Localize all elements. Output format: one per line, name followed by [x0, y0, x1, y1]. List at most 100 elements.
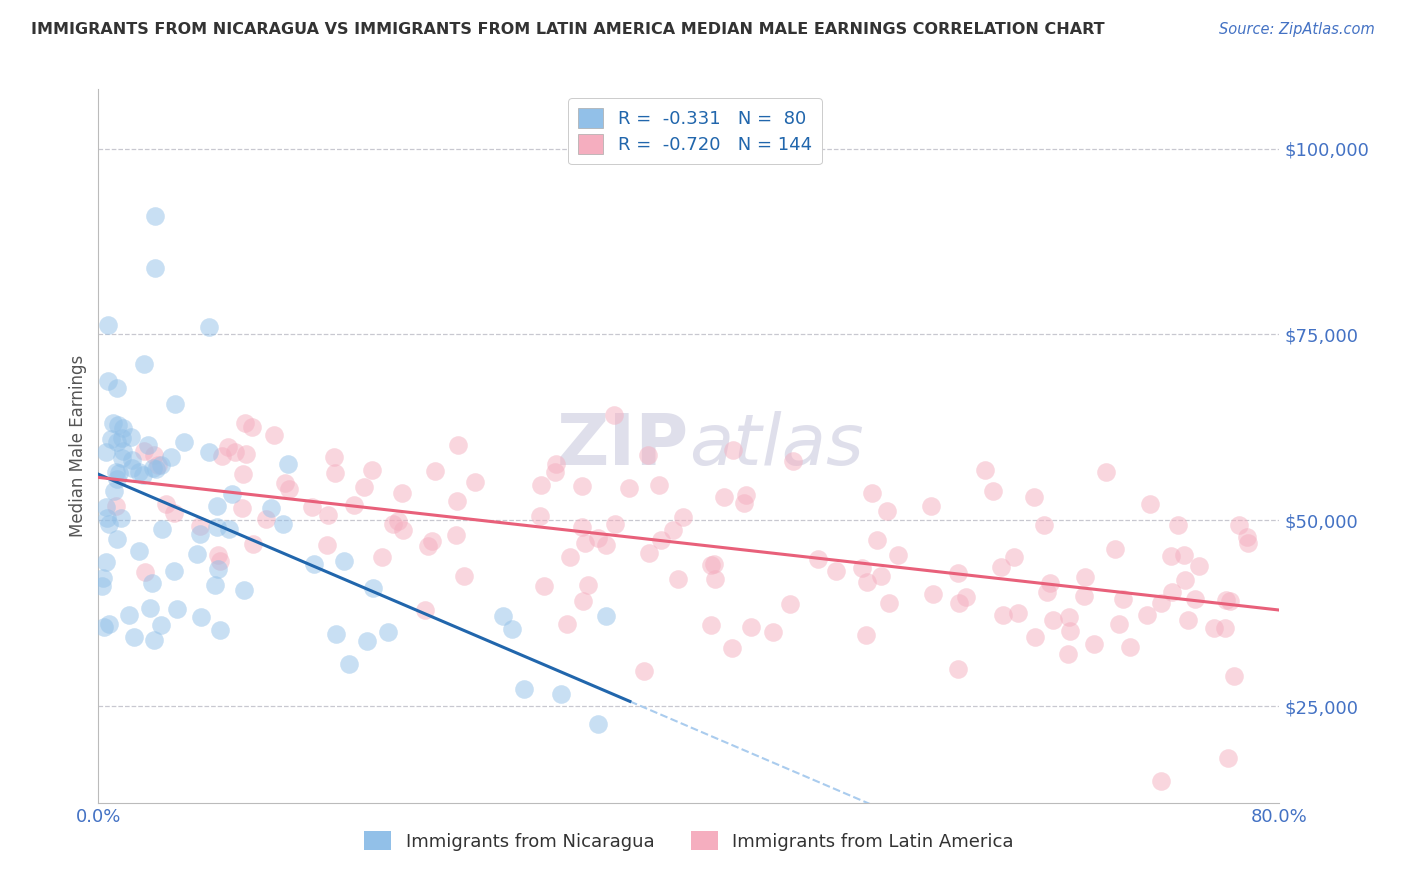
Point	[104, 465, 127, 479]
Point	[242, 537, 264, 551]
Point	[231, 500, 253, 515]
Point	[413, 603, 436, 617]
Point	[1236, 530, 1258, 544]
Point	[163, 564, 186, 578]
Point	[141, 575, 163, 590]
Point	[111, 450, 134, 465]
Point	[150, 522, 173, 536]
Point	[112, 443, 135, 458]
Point	[96, 555, 118, 569]
Point	[922, 587, 945, 601]
Point	[111, 431, 134, 445]
Point	[1059, 624, 1081, 638]
Point	[650, 533, 672, 547]
Point	[492, 609, 515, 624]
Point	[595, 609, 617, 624]
Point	[586, 532, 609, 546]
Point	[94, 500, 117, 514]
Point	[323, 467, 346, 481]
Point	[446, 437, 468, 451]
Point	[120, 429, 142, 443]
Text: Source: ZipAtlas.com: Source: ZipAtlas.com	[1219, 22, 1375, 37]
Point	[101, 416, 124, 430]
Point	[733, 496, 755, 510]
Point	[633, 664, 655, 678]
Point	[233, 582, 256, 597]
Point	[948, 596, 970, 610]
Point	[323, 450, 346, 465]
Point	[97, 374, 120, 388]
Point	[762, 624, 785, 639]
Point	[546, 457, 568, 471]
Text: IMMIGRANTS FROM NICARAGUA VS IMMIGRANTS FROM LATIN AMERICA MEDIAN MALE EARNINGS : IMMIGRANTS FROM NICARAGUA VS IMMIGRANTS …	[31, 22, 1105, 37]
Point	[637, 449, 659, 463]
Point	[661, 523, 683, 537]
Point	[254, 512, 277, 526]
Point	[740, 620, 762, 634]
Point	[356, 634, 378, 648]
Point	[224, 445, 246, 459]
Point	[530, 478, 553, 492]
Point	[205, 520, 228, 534]
Point	[221, 487, 243, 501]
Point	[381, 516, 404, 531]
Point	[232, 467, 254, 481]
Point	[672, 510, 695, 524]
Point	[887, 549, 910, 563]
Point	[1227, 517, 1250, 532]
Point	[1007, 607, 1029, 621]
Point	[1174, 573, 1197, 587]
Point	[198, 445, 221, 459]
Point	[637, 546, 659, 560]
Point	[121, 452, 143, 467]
Point	[779, 597, 801, 611]
Point	[595, 538, 617, 552]
Point	[105, 532, 128, 546]
Point	[704, 572, 727, 586]
Point	[876, 504, 898, 518]
Point	[145, 462, 167, 476]
Point	[666, 573, 689, 587]
Point	[946, 566, 969, 581]
Point	[155, 497, 177, 511]
Point	[851, 561, 873, 575]
Point	[160, 450, 183, 464]
Point	[263, 428, 285, 442]
Point	[235, 447, 257, 461]
Legend: Immigrants from Nicaragua, Immigrants from Latin America: Immigrants from Nicaragua, Immigrants fr…	[357, 824, 1021, 858]
Point	[163, 506, 186, 520]
Point	[143, 209, 166, 223]
Point	[353, 479, 375, 493]
Point	[190, 519, 212, 533]
Point	[387, 514, 409, 528]
Point	[136, 438, 159, 452]
Point	[571, 520, 593, 534]
Point	[1215, 593, 1237, 607]
Point	[1177, 613, 1199, 627]
Point	[446, 494, 468, 508]
Point	[1059, 610, 1081, 624]
Point	[100, 432, 122, 446]
Point	[572, 594, 595, 608]
Point	[855, 628, 877, 642]
Point	[173, 434, 195, 449]
Point	[1213, 622, 1236, 636]
Point	[990, 560, 1012, 574]
Point	[1024, 630, 1046, 644]
Point	[105, 499, 128, 513]
Point	[825, 564, 848, 578]
Point	[1216, 751, 1239, 765]
Point	[128, 543, 150, 558]
Point	[860, 486, 883, 500]
Point	[111, 421, 134, 435]
Point	[93, 620, 115, 634]
Point	[420, 534, 443, 549]
Point	[700, 618, 723, 632]
Point	[97, 318, 120, 332]
Point	[131, 467, 153, 482]
Point	[617, 481, 640, 495]
Point	[855, 574, 877, 589]
Point	[392, 524, 415, 538]
Point	[259, 501, 281, 516]
Point	[512, 681, 534, 696]
